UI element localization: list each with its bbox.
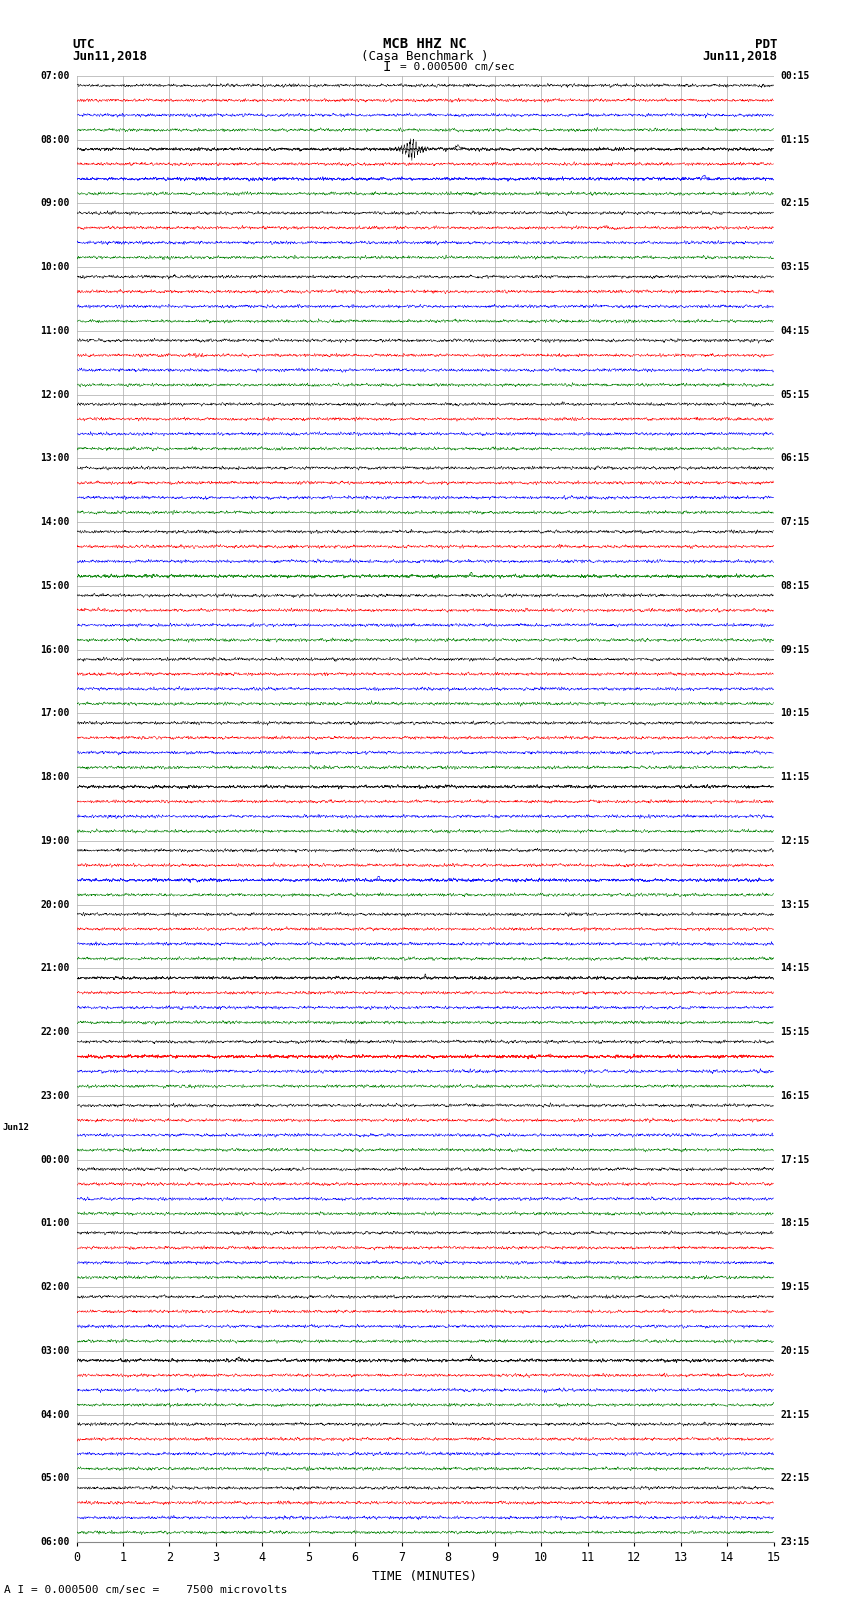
Text: 12:15: 12:15 bbox=[780, 836, 810, 845]
Text: 17:00: 17:00 bbox=[40, 708, 70, 718]
Text: 18:15: 18:15 bbox=[780, 1218, 810, 1227]
Text: 22:00: 22:00 bbox=[40, 1027, 70, 1037]
Text: 16:00: 16:00 bbox=[40, 645, 70, 655]
X-axis label: TIME (MINUTES): TIME (MINUTES) bbox=[372, 1569, 478, 1582]
Text: 10:00: 10:00 bbox=[40, 261, 70, 273]
Text: 14:15: 14:15 bbox=[780, 963, 810, 973]
Text: Jun11,2018: Jun11,2018 bbox=[72, 50, 147, 63]
Text: 18:00: 18:00 bbox=[40, 773, 70, 782]
Text: 04:15: 04:15 bbox=[780, 326, 810, 336]
Text: = 0.000500 cm/sec: = 0.000500 cm/sec bbox=[400, 61, 514, 73]
Text: MCB HHZ NC: MCB HHZ NC bbox=[383, 37, 467, 52]
Text: 05:15: 05:15 bbox=[780, 390, 810, 400]
Text: 00:15: 00:15 bbox=[780, 71, 810, 81]
Text: 07:15: 07:15 bbox=[780, 518, 810, 527]
Text: PDT: PDT bbox=[756, 37, 778, 52]
Text: 23:15: 23:15 bbox=[780, 1537, 810, 1547]
Text: Jun12: Jun12 bbox=[3, 1123, 29, 1132]
Text: 07:00: 07:00 bbox=[40, 71, 70, 81]
Text: 10:15: 10:15 bbox=[780, 708, 810, 718]
Text: 15:00: 15:00 bbox=[40, 581, 70, 590]
Text: Jun11,2018: Jun11,2018 bbox=[703, 50, 778, 63]
Text: 17:15: 17:15 bbox=[780, 1155, 810, 1165]
Text: 23:00: 23:00 bbox=[40, 1090, 70, 1100]
Text: 04:00: 04:00 bbox=[40, 1410, 70, 1419]
Text: 16:15: 16:15 bbox=[780, 1090, 810, 1100]
Text: 01:15: 01:15 bbox=[780, 134, 810, 145]
Text: 05:00: 05:00 bbox=[40, 1473, 70, 1484]
Text: 03:00: 03:00 bbox=[40, 1345, 70, 1357]
Text: 01:00: 01:00 bbox=[40, 1218, 70, 1227]
Text: 19:00: 19:00 bbox=[40, 836, 70, 845]
Text: 08:15: 08:15 bbox=[780, 581, 810, 590]
Text: 11:00: 11:00 bbox=[40, 326, 70, 336]
Text: 21:15: 21:15 bbox=[780, 1410, 810, 1419]
Text: UTC: UTC bbox=[72, 37, 94, 52]
Text: 15:15: 15:15 bbox=[780, 1027, 810, 1037]
Text: 11:15: 11:15 bbox=[780, 773, 810, 782]
Text: (Casa Benchmark ): (Casa Benchmark ) bbox=[361, 50, 489, 63]
Text: 14:00: 14:00 bbox=[40, 518, 70, 527]
Text: 19:15: 19:15 bbox=[780, 1282, 810, 1292]
Text: 13:15: 13:15 bbox=[780, 900, 810, 910]
Text: 09:15: 09:15 bbox=[780, 645, 810, 655]
Text: 22:15: 22:15 bbox=[780, 1473, 810, 1484]
Text: 20:15: 20:15 bbox=[780, 1345, 810, 1357]
Text: 12:00: 12:00 bbox=[40, 390, 70, 400]
Text: A I = 0.000500 cm/sec =    7500 microvolts: A I = 0.000500 cm/sec = 7500 microvolts bbox=[4, 1586, 288, 1595]
Text: 06:00: 06:00 bbox=[40, 1537, 70, 1547]
Text: 21:00: 21:00 bbox=[40, 963, 70, 973]
Text: 09:00: 09:00 bbox=[40, 198, 70, 208]
Text: 08:00: 08:00 bbox=[40, 134, 70, 145]
Text: 06:15: 06:15 bbox=[780, 453, 810, 463]
Text: 03:15: 03:15 bbox=[780, 261, 810, 273]
Text: 13:00: 13:00 bbox=[40, 453, 70, 463]
Text: 02:00: 02:00 bbox=[40, 1282, 70, 1292]
Text: I: I bbox=[382, 60, 391, 74]
Text: 00:00: 00:00 bbox=[40, 1155, 70, 1165]
Text: 20:00: 20:00 bbox=[40, 900, 70, 910]
Text: 02:15: 02:15 bbox=[780, 198, 810, 208]
